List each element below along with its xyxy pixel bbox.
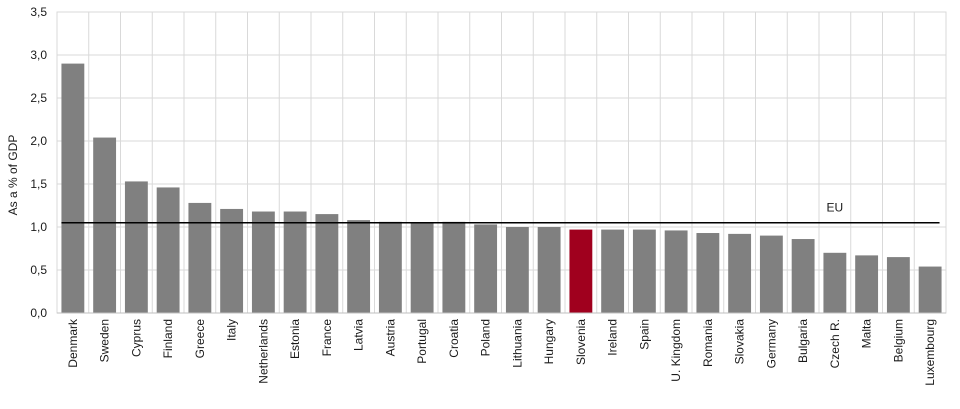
bar-u-kingdom [664, 230, 688, 313]
y-axis-title: As a % of GDP [6, 135, 20, 216]
bar-cyprus [124, 181, 148, 313]
bar-belgium [886, 257, 910, 313]
x-tick-label: Estonia [288, 319, 302, 359]
y-tick-label: 1,0 [30, 220, 47, 234]
eu-reference-label: EU [827, 201, 844, 215]
y-tick-label: 2,5 [30, 91, 47, 105]
x-tick-label: Germany [764, 319, 778, 368]
grid-lines [56, 11, 947, 314]
y-tick-label: 1,5 [30, 177, 47, 191]
x-tick-label: Sweden [98, 319, 112, 362]
bar-lithuania [505, 227, 529, 313]
y-tick-label: 3,5 [30, 5, 47, 19]
x-tick-label: France [320, 319, 334, 357]
x-tick-label: Ireland [606, 319, 620, 356]
bar-ireland [601, 229, 625, 313]
x-tick-label: Slovakia [733, 319, 747, 365]
bar-romania [696, 233, 720, 313]
y-tick-label: 3,0 [30, 48, 47, 62]
y-tick-label: 0,0 [30, 306, 47, 320]
bar-germany [759, 235, 783, 313]
bar-slovakia [728, 233, 752, 313]
x-tick-label: Spain [637, 319, 651, 350]
x-tick-label: Denmark [66, 318, 80, 368]
bar-netherlands [251, 211, 275, 313]
bar-latvia [347, 220, 371, 313]
bar-italy [220, 208, 244, 313]
x-tick-label: Bulgaria [796, 319, 810, 363]
y-tick-label: 0,5 [30, 263, 47, 277]
x-tick-label: Czech R. [828, 319, 842, 368]
x-tick-label: Lithuania [510, 319, 524, 368]
reference-line-group: EU [61, 201, 940, 224]
x-tick-label: Portugal [415, 319, 429, 364]
bar-czech-r [823, 252, 847, 313]
y-tick-label: 2,0 [30, 134, 47, 148]
x-tick-label: Hungary [542, 319, 556, 364]
x-axis: Denmark Sweden Cyprus Finland Greece Italy Net… [57, 312, 946, 386]
x-tick-label: Finland [161, 319, 175, 358]
bar-malta [855, 255, 879, 313]
x-tick-label: Romania [701, 319, 715, 367]
x-tick-label: Austria [383, 319, 397, 357]
x-tick-label: Greece [193, 319, 207, 359]
bar-greece [188, 202, 212, 313]
bar-spain [632, 229, 656, 313]
bar-france [315, 214, 339, 313]
bar-austria [378, 221, 402, 313]
bar-luxembourg [918, 266, 942, 313]
x-tick-label: Netherlands [256, 319, 270, 384]
bar-finland [156, 187, 180, 313]
x-tick-label: Croatia [447, 319, 461, 358]
x-tick-label: Belgium [891, 319, 905, 362]
bar-slovenia [569, 229, 593, 313]
bar-bulgaria [791, 239, 815, 313]
x-tick-label: Malta [860, 319, 874, 349]
x-tick-label: U. Kingdom [669, 319, 683, 382]
bar-croatia [442, 221, 466, 313]
x-tick-label: Slovenia [574, 319, 588, 365]
bar-denmark [61, 63, 85, 313]
y-axis: 0,0 0,5 1,0 1,5 2,0 2,5 3,0 3,5 [30, 5, 47, 320]
bar-hungary [537, 227, 561, 313]
bar-portugal [410, 222, 434, 313]
bar-sweden [93, 137, 117, 313]
x-tick-label: Italy [225, 319, 239, 341]
bars [61, 63, 942, 313]
bar-estonia [283, 211, 307, 313]
bar-poland [474, 224, 498, 313]
x-tick-label: Luxembourg [923, 319, 937, 386]
x-tick-label: Cyprus [129, 319, 143, 357]
x-tick-label: Poland [479, 319, 493, 356]
x-tick-label: Latvia [352, 319, 366, 351]
